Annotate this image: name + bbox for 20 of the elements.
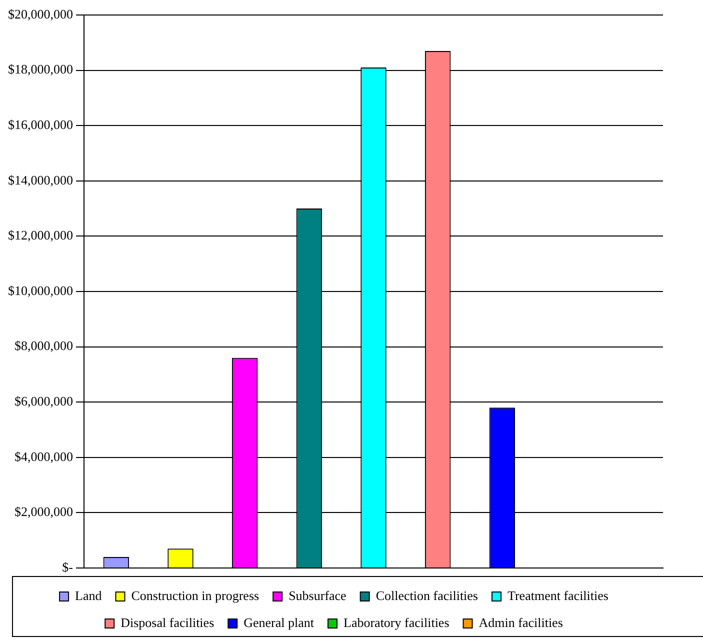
y-tick-label: $12,000,000 xyxy=(8,228,73,243)
legend-label: Collection facilities xyxy=(376,588,478,603)
y-tick-label: $6,000,000 xyxy=(14,394,73,409)
legend-label: Disposal facilities xyxy=(120,614,214,630)
y-tick-label: $4,000,000 xyxy=(14,448,73,464)
legend-label: Treatment facilities xyxy=(507,588,608,603)
legend-label: Construction in progress xyxy=(131,588,260,603)
y-tick-label: $2,000,000 xyxy=(14,504,73,520)
y-tick-label: $- xyxy=(62,559,73,574)
legend-label: General plant xyxy=(244,614,314,630)
y-tick-label: $18,000,000 xyxy=(8,62,73,77)
legend-label: Laboratory facilities xyxy=(344,614,450,630)
y-tick-label: $16,000,000 xyxy=(8,117,73,132)
y-tick-label: $8,000,000 xyxy=(14,338,73,354)
y-tick-label: $20,000,000 xyxy=(8,6,73,22)
y-tick-label: $10,000,000 xyxy=(8,282,73,298)
y-tick-label: $14,000,000 xyxy=(8,172,73,188)
legend-label: Land xyxy=(75,588,102,603)
legend-label: Admin facilities xyxy=(478,614,563,630)
legend-label: Subsurface xyxy=(288,588,347,603)
